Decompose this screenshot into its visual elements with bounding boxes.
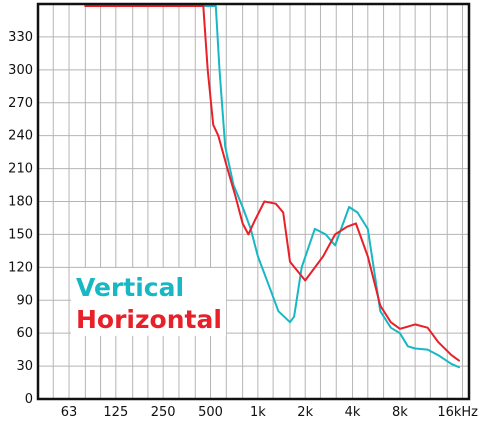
y-tick-label: 240 <box>8 129 33 144</box>
y-tick-label: 210 <box>8 162 33 177</box>
y-tick-label: 120 <box>8 260 33 275</box>
x-tick-label: 63 <box>61 405 78 420</box>
y-tick-label: 30 <box>16 359 33 374</box>
y-tick-label: 330 <box>8 30 33 45</box>
y-tick-label: 180 <box>8 195 33 210</box>
legend-background <box>71 268 226 336</box>
x-tick-label: 500 <box>198 405 223 420</box>
y-tick-label: 150 <box>8 227 33 242</box>
legend-label-horizontal: Horizontal <box>76 305 222 334</box>
series-line-horizontal <box>84 5 460 362</box>
x-tick-label: 1k <box>250 405 266 420</box>
x-tick-label: 250 <box>151 405 176 420</box>
y-tick-label: 270 <box>8 96 33 111</box>
x-tick-label: 125 <box>103 405 128 420</box>
x-tick-label: 2k <box>297 405 313 420</box>
series-line-vertical <box>84 5 460 369</box>
y-axis-tick-labels: 0 30 60 90 120 150 180 210 240 270 300 330 <box>8 30 33 407</box>
plot-frame <box>36 2 471 401</box>
x-axis-tick-labels: 63 125 250 500 1k 2k 4k 8k 16kHz <box>61 405 478 420</box>
legend: Vertical Horizontal <box>71 268 226 336</box>
legend-label-vertical: Vertical <box>76 273 184 302</box>
y-tick-label: 60 <box>16 326 33 341</box>
y-tick-label: 90 <box>16 293 33 308</box>
y-tick-label: 300 <box>8 63 33 78</box>
x-tick-label: 4k <box>345 405 361 420</box>
x-tick-label: 8k <box>392 405 408 420</box>
series-lines <box>84 5 460 369</box>
x-tick-label: 16kHz <box>437 405 478 420</box>
y-tick-label: 0 <box>25 392 33 407</box>
